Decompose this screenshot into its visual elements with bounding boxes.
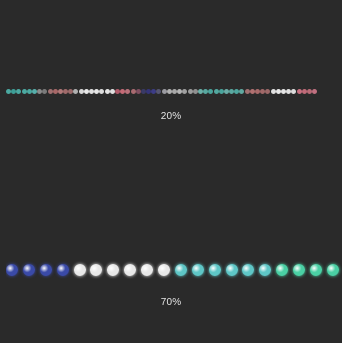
bead	[47, 88, 53, 94]
bead	[141, 264, 154, 276]
bead	[146, 88, 152, 94]
bead	[151, 88, 157, 94]
bead	[275, 88, 281, 94]
bead	[293, 264, 306, 276]
bead	[42, 88, 48, 94]
bead	[260, 88, 266, 94]
bead	[223, 88, 229, 94]
bead	[208, 88, 214, 94]
bead	[22, 264, 35, 276]
bead	[114, 88, 120, 94]
bead	[109, 88, 115, 94]
bead	[78, 88, 84, 94]
bead	[213, 88, 219, 94]
bead	[265, 88, 271, 94]
bead	[16, 88, 22, 94]
bead	[280, 88, 286, 94]
bead	[187, 88, 193, 94]
bead	[37, 88, 43, 94]
bead	[73, 264, 86, 276]
bead	[255, 88, 260, 94]
zoom-level-label-small: 20%	[160, 111, 182, 122]
bead	[310, 264, 323, 276]
zoom-level-label-large: 70%	[160, 297, 182, 308]
bead	[57, 88, 63, 94]
bead-strip-small	[6, 87, 342, 95]
bead	[225, 264, 238, 276]
bead	[6, 88, 11, 94]
bead	[270, 88, 276, 94]
bead	[197, 88, 203, 94]
bead	[259, 264, 272, 276]
bead	[68, 88, 74, 94]
bead	[63, 88, 69, 94]
bead	[229, 88, 235, 94]
bead	[104, 88, 110, 94]
bead	[172, 88, 177, 94]
bead	[182, 88, 188, 94]
bead	[166, 88, 172, 94]
bead	[291, 88, 297, 94]
bead	[312, 88, 318, 94]
bead	[89, 88, 94, 94]
bead	[234, 88, 240, 94]
bead	[125, 88, 131, 94]
bead	[39, 264, 52, 276]
bead	[107, 264, 120, 276]
bead	[203, 88, 209, 94]
bead	[21, 88, 27, 94]
bead	[130, 88, 136, 94]
bead	[326, 264, 339, 276]
bead	[158, 264, 171, 276]
bead	[73, 88, 79, 94]
bead	[31, 88, 37, 94]
bead-strip-large	[6, 259, 342, 281]
bead	[156, 88, 162, 94]
bead	[249, 88, 255, 94]
bead	[124, 264, 137, 276]
bead	[296, 88, 302, 94]
bead	[140, 88, 146, 94]
bead	[177, 88, 183, 94]
bead	[161, 88, 167, 94]
bead	[90, 264, 103, 276]
bead	[11, 88, 17, 94]
bead	[191, 264, 204, 276]
bead	[120, 88, 126, 94]
bead	[135, 88, 141, 94]
bead	[218, 88, 224, 94]
bead	[306, 88, 312, 94]
bead	[286, 88, 292, 94]
bead	[94, 88, 100, 94]
bead	[6, 264, 18, 276]
bead	[26, 88, 32, 94]
bead	[99, 88, 105, 94]
bead	[56, 264, 69, 276]
bead	[244, 88, 250, 94]
bead	[208, 264, 221, 276]
bead	[242, 264, 255, 276]
bead	[83, 88, 89, 94]
bead	[239, 88, 245, 94]
bead	[52, 88, 58, 94]
bead	[192, 88, 198, 94]
bead	[301, 88, 307, 94]
bead	[174, 264, 187, 276]
bead	[276, 264, 289, 276]
